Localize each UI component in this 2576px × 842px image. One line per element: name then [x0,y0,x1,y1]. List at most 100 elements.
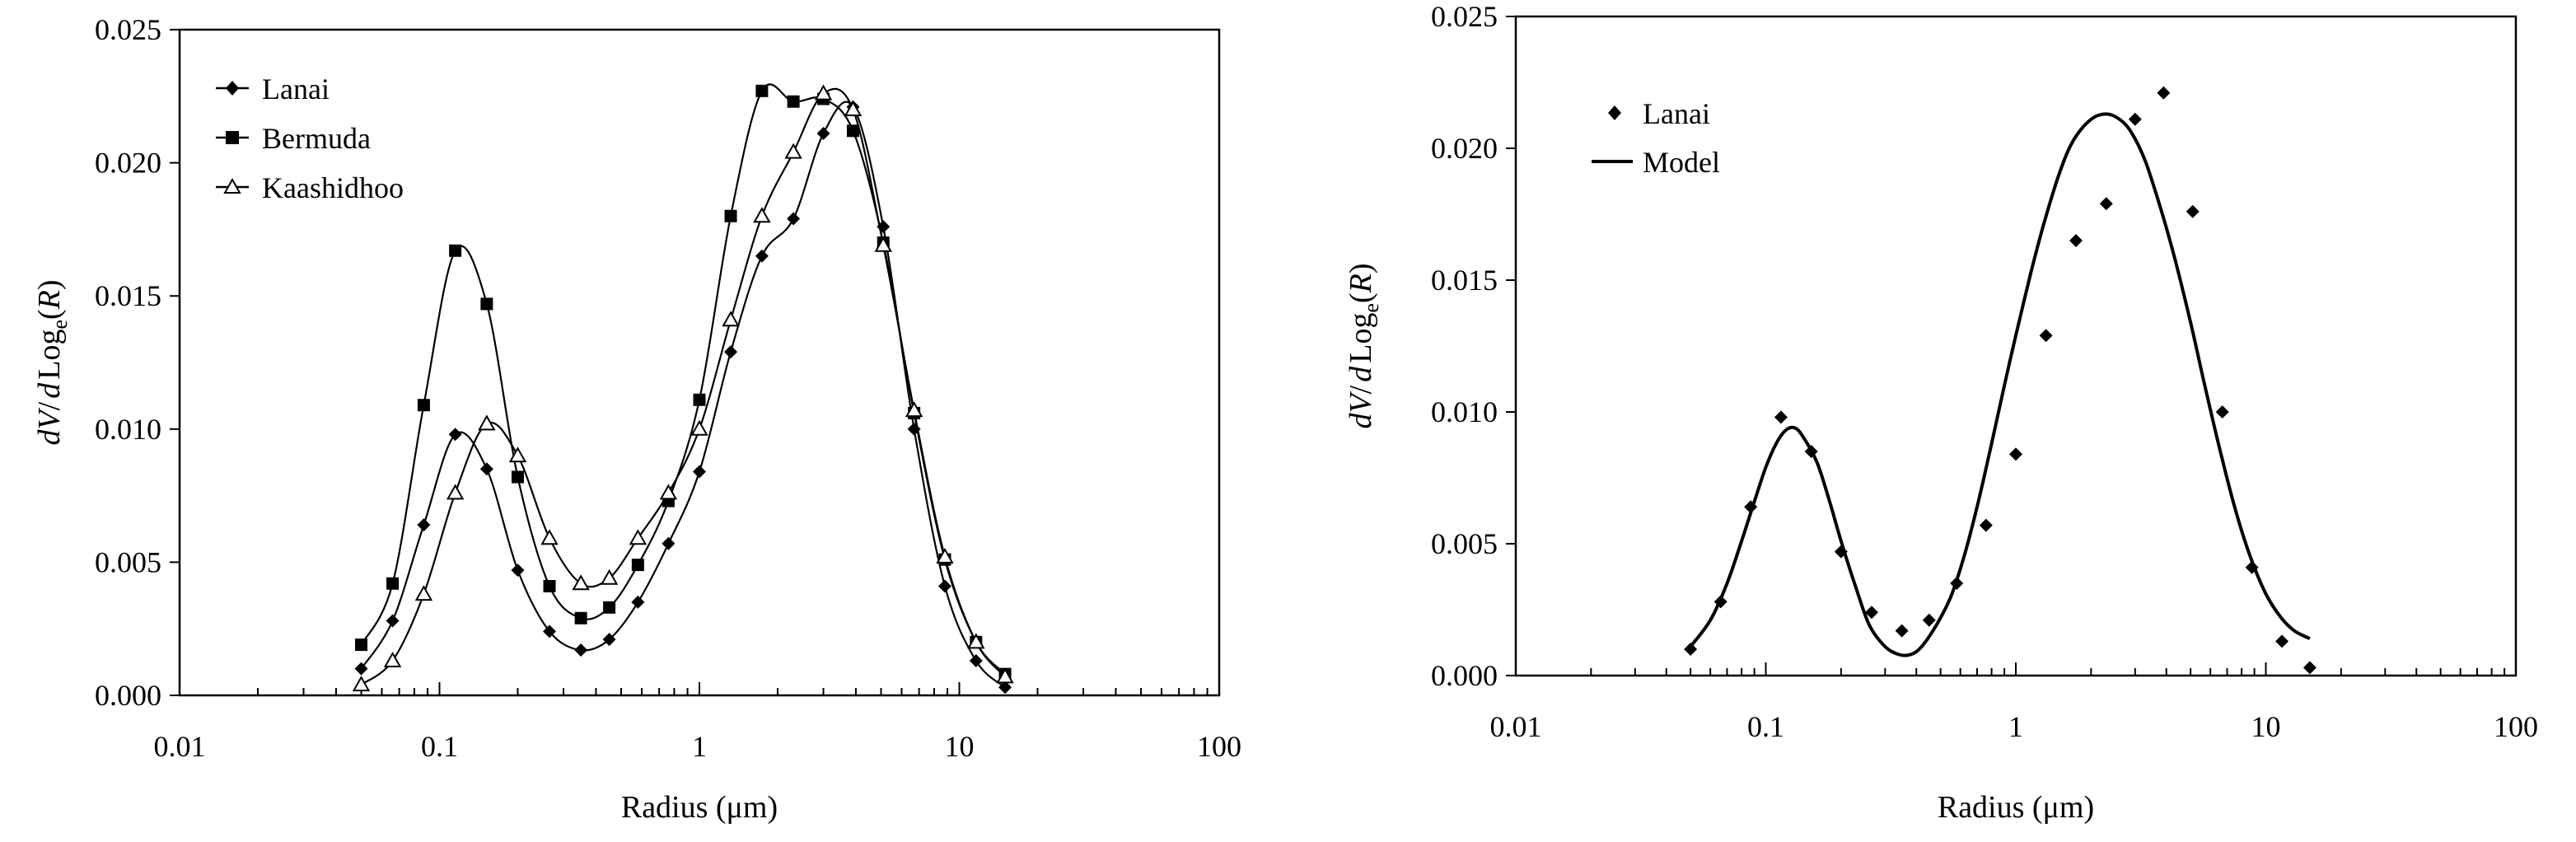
left-series-kaashidhoo [352,84,1014,692]
left-x-axis-title: Radius (μm) [621,790,778,825]
left-series-kaashidhoo-point [383,651,402,667]
left-chart: 0.01 0.1 1 10 100 Radius (μm) 0.000 0.00… [32,13,1241,825]
left-series-kaashidhoo-point [629,529,648,545]
right-series-lanai-point [2069,234,2083,247]
left-y-tick-label: 0.010 [95,413,161,446]
left-series-kaashidhoo-point [936,547,954,564]
right-series-lanai-point [2275,634,2289,648]
left-y-axis: 0.000 0.005 0.010 0.015 0.020 0.025 dV/d… [32,13,161,712]
right-series-model-line [1689,112,2311,657]
right-x-tick-label: 1 [2008,710,2023,743]
right-series-lanai-point [1979,518,1993,532]
left-series-bermuda-point [631,559,644,572]
left-series-kaashidhoo-point [996,667,1014,684]
left-series-lanai-point [448,428,462,442]
right-series-layer [1506,16,2517,676]
left-series-kaashidhoo-point [352,676,371,692]
left-legend-label: Lanai [262,73,330,105]
right-series-lanai-point [2215,405,2229,419]
right-legend-label: Model [1643,146,1720,179]
right-series-lanai-point [2157,86,2171,100]
left-series-lanai-point [417,518,431,532]
left-series-kaashidhoo-point [508,447,527,463]
right-series-lanai-point [2303,661,2317,675]
right-y-axis-title: dV/dLoge(R) [1344,263,1383,428]
left-series-lanai-point [386,614,400,628]
right-x-axis-title: Radius (μm) [1938,790,2094,825]
left-x-tick-label: 10 [945,730,975,763]
left-series-kaashidhoo-point [414,585,433,601]
left-series-lanai-point [662,536,676,550]
right-x-tick-label: 100 [2494,710,2538,743]
left-series-lanai-line [360,101,1006,689]
left-series-bermuda [355,83,1012,681]
legend-diamond-marker [1608,105,1621,120]
right-x-axis: 0.01 0.1 1 10 100 Radius (μm) [1490,710,2539,825]
left-series-kaashidhoo-point [572,574,590,591]
left-series-bermuda-point [724,209,737,222]
right-y-tick-label: 0.005 [1431,527,1498,560]
left-y-tick-label: 0.000 [95,679,161,712]
left-x-axis: 0.01 0.1 1 10 100 Radius (μm) [154,730,1242,825]
left-x-tick-label: 100 [1197,730,1241,763]
right-y-tick-label: 0.000 [1431,659,1498,692]
left-series-kaashidhoo-point [540,529,559,545]
left-legend: Lanai Bermuda Kaashidhoo [216,73,404,204]
right-series-lanai-point [1864,606,1878,620]
right-y-tick-label: 0.020 [1431,132,1498,165]
left-series-bermuda-point [574,611,587,624]
left-y-tick-label: 0.020 [95,147,161,180]
right-y-axis: 0.000 0.005 0.010 0.015 0.020 0.025 dV/d… [1344,0,1498,692]
legend-diamond-marker [226,81,239,96]
left-x-tick-label: 0.1 [421,730,458,763]
left-legend-item-lanai: Lanai [216,73,330,105]
left-series-lanai-point [631,595,645,609]
left-y-tick-label: 0.015 [95,279,161,312]
left-series-kaashidhoo-point [690,419,708,436]
left-series-kaashidhoo-point [600,568,619,585]
left-series-kaashidhoo-point [874,236,892,252]
right-legend: Lanai Model [1592,97,1720,179]
left-series-layer [170,29,1220,696]
left-series-lanai-point [354,662,368,676]
right-x-tick-label: 0.1 [1747,710,1784,743]
left-series-bermuda-point [511,470,524,484]
left-series-kaashidhoo-point [844,100,863,116]
left-series-kaashidhoo-point [905,401,923,418]
left-series-kaashidhoo-point [659,484,678,500]
left-series-bermuda-point [846,124,859,138]
right-series-lanai-point [2009,447,2022,461]
left-series-lanai-point [511,564,525,578]
left-series-kaashidhoo-point [784,143,802,159]
left-series-lanai-point [602,633,616,647]
left-series-lanai-point [693,465,706,479]
left-series-lanai-point [755,249,769,263]
left-series-bermuda-point [386,577,400,590]
left-series-kaashidhoo-point [446,484,465,500]
right-series-lanai [1684,86,2317,675]
left-series-lanai-point [543,624,557,639]
left-series-kaashidhoo-point [967,633,985,649]
right-series-lanai-point [2186,204,2200,218]
right-series-model [1689,112,2311,657]
left-legend-label: Kaashidhoo [262,171,404,204]
right-legend-item-lanai: Lanai [1608,97,1710,130]
right-series-lanai-point [1774,410,1788,424]
left-series-lanai-point [787,212,801,226]
left-series-bermuda-point [355,639,368,652]
left-legend-label: Bermuda [262,122,371,155]
legend-triangle-marker [223,177,241,194]
right-series-lanai-point [1684,643,1698,656]
left-series-lanai-point [969,653,983,667]
left-series-kaashidhoo-point [814,84,833,101]
legend-square-marker [226,131,239,144]
right-y-tick-label: 0.015 [1431,264,1498,297]
left-legend-item-bermuda: Bermuda [216,122,371,155]
left-legend-item-kaashidhoo: Kaashidhoo [216,171,404,204]
left-y-tick-label: 0.005 [95,545,161,578]
right-x-tick-label: 10 [2251,710,2281,743]
right-legend-label: Lanai [1643,97,1710,130]
left-series-kaashidhoo-point [753,207,771,223]
